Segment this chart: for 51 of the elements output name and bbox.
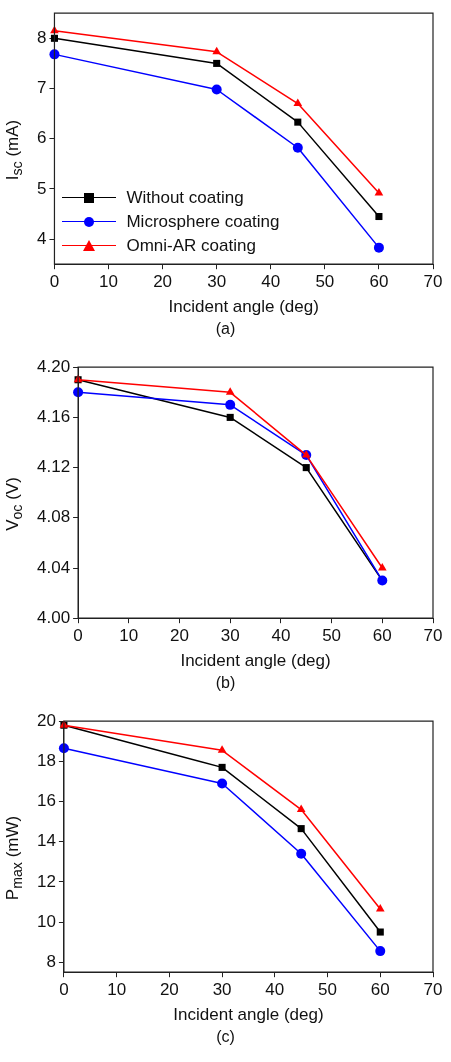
x-tick-label: 70: [423, 980, 443, 1000]
legend-label: Microsphere coating: [126, 211, 280, 234]
y-tick-label: 12: [36, 871, 56, 891]
y-tick-label: 14: [36, 831, 56, 851]
y-tick-label: 4: [36, 228, 47, 248]
x-tick-label: 10: [119, 626, 139, 646]
x-tick-label: 30: [220, 626, 240, 646]
y-tick-label: 8: [36, 27, 47, 47]
x-tick-label: 0: [49, 272, 60, 292]
x-tick-label: 60: [369, 272, 389, 292]
x-tick-label: 40: [261, 272, 281, 292]
x-axis-title: Incident angle (deg): [173, 1005, 324, 1025]
y-tick-label: 4.20: [36, 356, 71, 376]
y-tick-label: 4.04: [36, 557, 71, 577]
y-tick-label: 16: [36, 791, 56, 811]
text: (c): [215, 1028, 236, 1046]
x-tick-label: 50: [315, 272, 335, 292]
y-tick-label: 8: [46, 951, 56, 971]
x-tick-label: 60: [372, 626, 392, 646]
x-tick-label: 30: [212, 980, 232, 1000]
x-tick-label: 60: [370, 980, 390, 1000]
x-axis-title: Incident angle (deg): [180, 651, 331, 671]
y-tick-label: 4.16: [36, 407, 71, 427]
text: (a): [214, 320, 237, 338]
text: (b): [214, 674, 237, 692]
x-tick-label: 0: [59, 980, 69, 1000]
x-tick-label: 10: [107, 980, 127, 1000]
x-tick-label: 10: [99, 272, 118, 292]
x-tick-label: 40: [265, 980, 285, 1000]
x-tick-label: 20: [170, 626, 189, 646]
x-tick-label: 20: [159, 980, 179, 1000]
x-axis-title: Incident angle (deg): [168, 297, 319, 317]
y-tick-label: 20: [36, 710, 56, 730]
y-tick-label: 7: [36, 78, 47, 98]
legend-label: Omni-AR coating: [126, 235, 256, 258]
x-tick-label: 70: [423, 272, 443, 292]
y-tick-label: 5: [36, 178, 47, 198]
y-tick-label: 4.12: [36, 457, 71, 477]
y-tick-label: 6: [36, 128, 47, 148]
x-tick-label: 50: [318, 980, 338, 1000]
x-tick-label: 40: [271, 626, 291, 646]
y-tick-label: 4.08: [36, 507, 71, 527]
x-tick-label: 0: [73, 626, 83, 646]
x-tick-label: 50: [322, 626, 342, 646]
x-tick-label: 70: [423, 626, 443, 646]
x-tick-label: 30: [207, 272, 227, 292]
legend-label: Without coating: [126, 187, 244, 210]
y-tick-label: 18: [36, 751, 56, 771]
x-tick-label: 20: [153, 272, 173, 292]
y-tick-label: 10: [36, 911, 56, 931]
y-tick-label: 4.00: [36, 607, 71, 627]
